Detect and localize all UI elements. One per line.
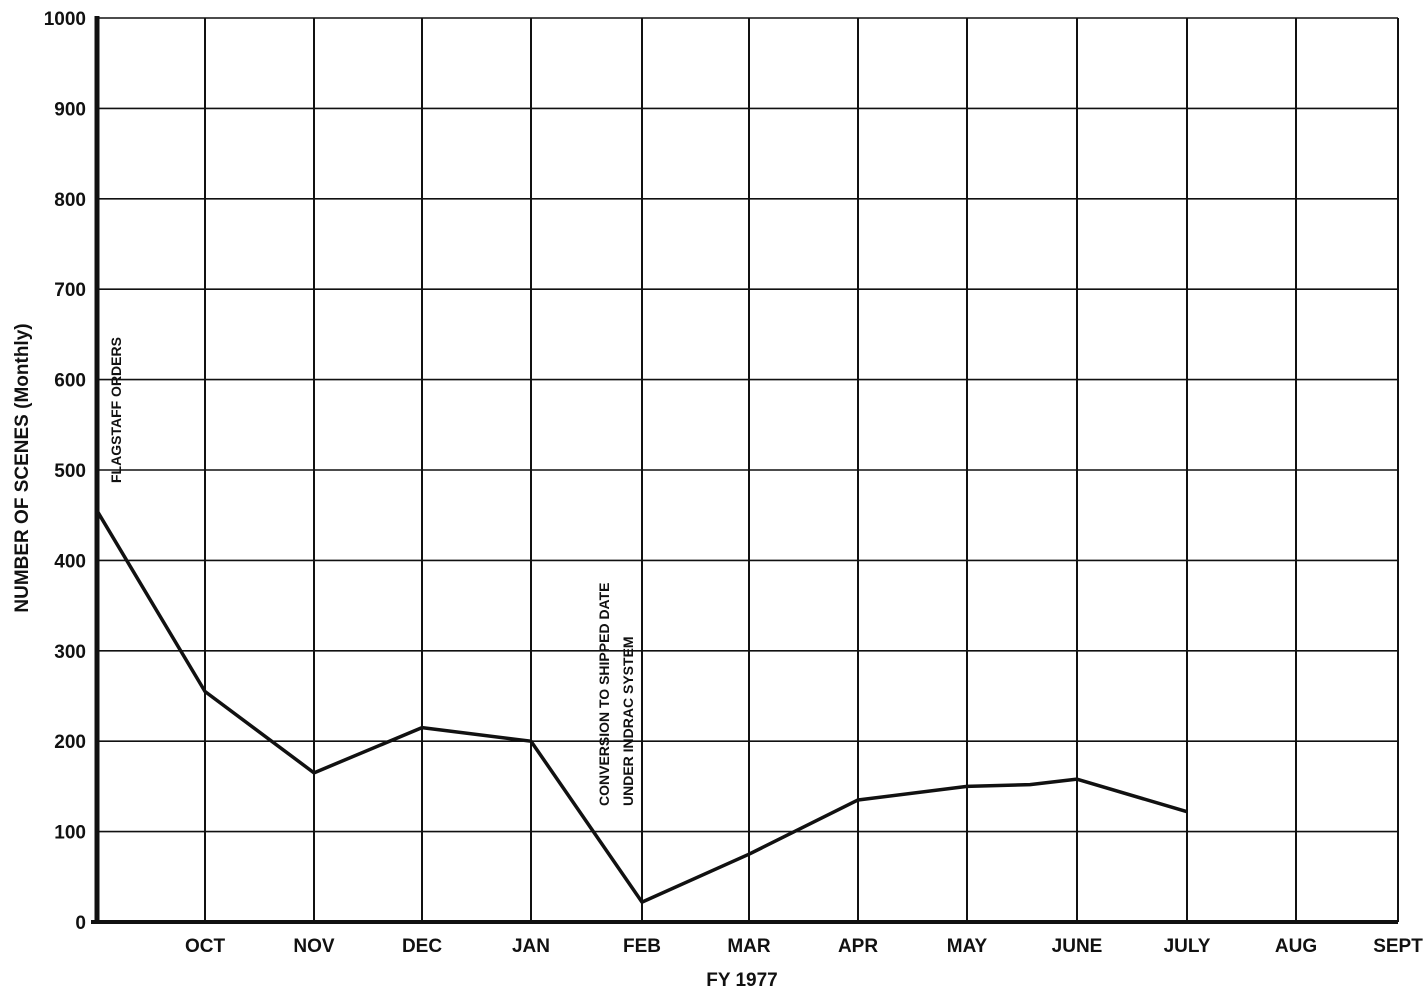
data-points bbox=[96, 510, 1188, 903]
x-tick-label: AUG bbox=[1275, 936, 1317, 957]
x-tick-label: OCT bbox=[185, 936, 226, 957]
y-tick-label: 100 bbox=[54, 823, 86, 844]
annotation-flagstaff-orders: FLAGSTAFF ORDERS bbox=[108, 337, 124, 483]
y-tick-label: 900 bbox=[54, 99, 86, 120]
x-tick-label: FEB bbox=[623, 936, 661, 957]
y-tick-label: 700 bbox=[54, 280, 86, 301]
x-tick-label: MAY bbox=[947, 936, 988, 957]
annotation-conversion-line-2: UNDER INDRAC SYSTEM bbox=[620, 636, 636, 806]
x-tick-label: MAR bbox=[727, 936, 771, 957]
y-tick-label: 300 bbox=[54, 642, 86, 663]
x-tick-label: SEPT bbox=[1373, 936, 1423, 957]
x-tick-label: JAN bbox=[512, 936, 550, 957]
y-tick-label: 500 bbox=[54, 461, 86, 482]
x-tick-label: JULY bbox=[1164, 936, 1211, 957]
y-tick-label: 600 bbox=[54, 371, 86, 392]
axes bbox=[91, 16, 1398, 924]
x-tick-label: NOV bbox=[293, 936, 335, 957]
y-tick-labels: 0 100 200 300 400 500 600 700 800 900 1000 bbox=[44, 9, 86, 934]
x-tick-label: DEC bbox=[402, 936, 442, 957]
grid-lines bbox=[97, 17, 1399, 924]
y-tick-label: 1000 bbox=[44, 9, 86, 30]
y-axis-label: NUMBER OF SCENES (Monthly) bbox=[12, 323, 33, 612]
y-tick-label: 200 bbox=[54, 732, 86, 753]
x-tick-label: APR bbox=[838, 936, 878, 957]
y-tick-label: 800 bbox=[54, 190, 86, 211]
x-tick-label: JUNE bbox=[1052, 936, 1103, 957]
series-line bbox=[95, 509, 1188, 904]
x-axis-label: FY 1977 bbox=[706, 970, 777, 991]
y-tick-label: 400 bbox=[54, 551, 86, 572]
annotation-conversion-line-1: CONVERSION TO SHIPPED DATE bbox=[596, 582, 612, 806]
x-tick-labels: OCT NOV DEC JAN FEB MAR APR MAY JUNE JULY AUG SEPT bbox=[185, 936, 1423, 957]
y-tick-label: 0 bbox=[75, 913, 86, 934]
